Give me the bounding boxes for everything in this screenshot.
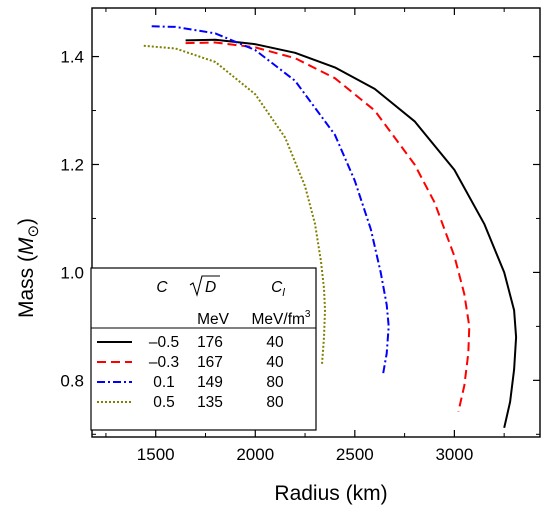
- x-tick-label-3: 3000: [435, 445, 473, 464]
- series-line-0: [185, 38, 518, 429]
- legend-sqrtd-0: 176: [197, 334, 223, 351]
- legend-sqrtd-2: 149: [197, 374, 223, 391]
- legend-c-1: –0.3: [149, 354, 179, 371]
- x-tick-label-0: 1500: [137, 445, 175, 464]
- legend-sqrtd-3: 135: [197, 394, 223, 411]
- y-tick-label-0: 0.8: [60, 371, 84, 390]
- legend-header-cl: Cl: [271, 279, 285, 299]
- legend-header-cl-sub: l: [282, 287, 285, 299]
- legend-header-sqrtd-label: D: [205, 279, 216, 296]
- legend-header-cl-label: C: [271, 279, 283, 296]
- legend-unit-cl: MeV/fm3: [252, 309, 311, 328]
- legend-unit-sqrtd: MeV: [197, 311, 230, 328]
- ticks-group: 1500 2000 2500 3000 0.8 1.0 1.2 1.4: [60, 8, 540, 464]
- series-group: [143, 25, 518, 429]
- series-line-2: [151, 25, 390, 377]
- x-tick-label-1: 2000: [236, 445, 274, 464]
- legend-header-c: C: [156, 279, 168, 296]
- y-axis-label: Mass (M⊙): [15, 218, 42, 318]
- y-axis-label-symbol: M: [15, 237, 38, 255]
- y-tick-label-3: 1.4: [60, 48, 84, 67]
- legend-c-2: 0.1: [153, 374, 175, 391]
- legend-c-0: –0.5: [149, 334, 179, 351]
- series-line-1: [185, 41, 471, 412]
- legend-unit-cl-sup: 3: [305, 309, 311, 320]
- x-tick-label-2: 2500: [336, 445, 374, 464]
- legend: C D Cl MeV MeV/fm3 –0.5 176 40 –0.3 167 40 0.1…: [90, 267, 317, 431]
- legend-rows: –0.5 176 40 –0.3 167 40 0.1 149 80 0.5 135 80: [97, 334, 284, 411]
- series-line-3: [143, 44, 326, 365]
- legend-c-3: 0.5: [153, 394, 175, 411]
- y-tick-label-2: 1.2: [60, 155, 84, 174]
- legend-cl-1: 40: [266, 354, 284, 371]
- legend-sqrtd-1: 167: [197, 354, 223, 371]
- y-axis-label-subscript: ⊙: [25, 225, 42, 238]
- plot-frame: [91, 7, 541, 438]
- x-axis-label: Radius (km): [274, 482, 387, 505]
- legend-unit-cl-base: MeV/fm: [252, 311, 305, 328]
- y-tick-label-1: 1.0: [60, 263, 84, 282]
- legend-cl-3: 80: [266, 394, 284, 411]
- y-axis-label-suffix: ): [15, 218, 38, 225]
- legend-header-sqrtd: D: [189, 275, 220, 297]
- y-axis-label-prefix: Mass (: [15, 255, 38, 318]
- legend-cl-0: 40: [266, 334, 284, 351]
- legend-cl-2: 80: [266, 374, 284, 391]
- legend-box: [90, 267, 317, 431]
- sqrt-sign-icon: [189, 275, 220, 297]
